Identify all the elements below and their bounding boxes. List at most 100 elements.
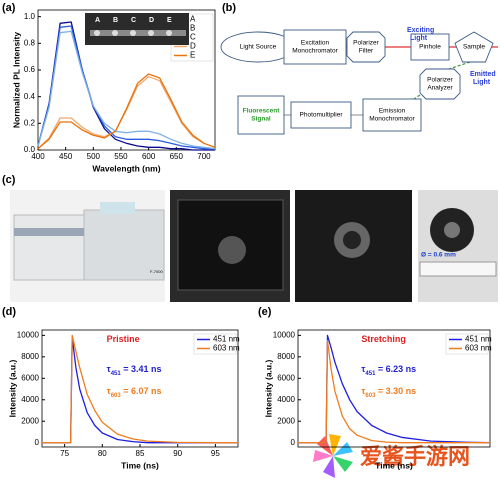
legend-label: C	[190, 33, 196, 42]
y-axis-title: Intensity (a.u.)	[263, 360, 273, 418]
node-label: Filter	[359, 48, 374, 55]
x-tick-label: 90	[173, 449, 182, 458]
annotation: τ603 = 6.07 ns	[107, 386, 162, 398]
x-tick-label: 650	[170, 152, 184, 161]
inset-spot	[166, 30, 172, 36]
x-tick-label: 500	[87, 152, 101, 161]
series-line	[37, 76, 216, 150]
x-tick-label: 600	[142, 152, 156, 161]
legend-label: 603 nm	[213, 344, 240, 353]
y-tick-label: 4000	[21, 395, 39, 404]
node-label: Signal	[251, 116, 271, 123]
node-label: Analyzer	[427, 85, 453, 92]
series-line	[42, 334, 238, 444]
node-label: Polarizer	[427, 77, 453, 84]
y-tick-label: 0.2	[24, 118, 36, 127]
annotation: τ451 = 6.23 ns	[361, 364, 416, 376]
annotation-part: 603	[111, 393, 122, 399]
plot-frame	[297, 329, 491, 448]
diagram-node	[419, 68, 461, 100]
y-tick-label: 0.0	[24, 145, 36, 154]
y-tick-label: 0	[35, 438, 40, 447]
series-line	[298, 340, 490, 444]
annotation: τ603 = 3.30 ns	[361, 386, 416, 398]
legend-label: A	[190, 15, 196, 24]
y-tick-label: 10000	[273, 330, 296, 339]
legend-label: D	[190, 42, 196, 51]
x-tick-label: 80	[98, 449, 107, 458]
diagram-node	[410, 33, 450, 61]
annotation-part: 603	[365, 393, 376, 399]
panel-label: (b)	[222, 2, 236, 14]
inset-spot	[130, 30, 136, 36]
diagram-node	[454, 31, 494, 63]
legend-label: 451 nm	[465, 335, 492, 344]
annotation-part: = 3.30 ns	[375, 386, 416, 396]
plot-frame	[37, 9, 216, 151]
annotation-part: Pristine	[107, 334, 140, 344]
y-tick-label: 4000	[277, 395, 295, 404]
beam-label: Emitted	[470, 71, 496, 78]
legend-label: 603 nm	[465, 344, 492, 353]
inset-spot	[94, 30, 100, 36]
panel-label: (c)	[2, 174, 16, 186]
x-tick-label: 95	[211, 449, 220, 458]
annotation: τ451 = 3.41 ns	[107, 364, 162, 376]
inset-spot	[112, 30, 118, 36]
photos: F-7000 Ø = 0.6 mm	[10, 190, 498, 302]
inset-label: D	[149, 17, 154, 24]
node-label: Fluorescent	[243, 108, 281, 115]
series-line	[37, 21, 215, 151]
node-label: Excitation	[301, 40, 330, 47]
annotation-part: τ	[107, 386, 111, 396]
y-tick-label: 6000	[277, 373, 295, 382]
annotation-part: τ	[107, 364, 111, 374]
inset-label: A	[95, 17, 100, 24]
legend-label: B	[190, 24, 195, 33]
y-tick-label: 1.0	[24, 12, 36, 21]
diagram-node	[237, 95, 285, 135]
node-label: Polarizer	[353, 40, 379, 47]
series-line	[37, 25, 215, 150]
watermark-text: 爱酱手游网	[360, 444, 470, 469]
instrument-label: F-7000	[150, 269, 163, 274]
x-tick-label: 450	[59, 152, 73, 161]
y-tick-label: 0.6	[24, 65, 36, 74]
x-tick-label: 700	[197, 152, 211, 161]
beam-label: Light	[410, 35, 428, 42]
node-label: Sample	[463, 44, 485, 51]
x-axis-title: Time (ns)	[121, 460, 159, 470]
panel-label: (a)	[2, 2, 16, 14]
inset-spot	[148, 30, 154, 36]
node-label: Monochromator	[292, 48, 338, 55]
annotation: Pristine	[107, 334, 140, 344]
annotation-part: Stretching	[361, 334, 406, 344]
node-label: Pinhole	[419, 44, 441, 51]
beam-label: Light	[473, 79, 491, 86]
legend-label: 451 nm	[213, 335, 240, 344]
node-label: Emission	[379, 108, 406, 115]
series-line	[298, 334, 491, 444]
series-line	[37, 73, 216, 150]
annotation-part: = 6.23 ns	[375, 364, 416, 374]
diagram-node	[362, 98, 422, 132]
panel-label: (d)	[2, 306, 16, 318]
watermark: 爱酱手游网	[305, 430, 500, 483]
inset-strip	[90, 30, 186, 36]
annotation: Stretching	[361, 334, 406, 344]
y-tick-label: 8000	[21, 352, 39, 361]
scale-label: Ø = 0.6 mm	[421, 252, 456, 259]
annotation-part: = 3.41 ns	[121, 364, 162, 374]
panel-label: (e)	[258, 306, 272, 318]
y-tick-label: 6000	[21, 373, 39, 382]
inset-label: B	[113, 17, 118, 24]
x-tick-label: 85	[136, 449, 145, 458]
y-tick-label: 10000	[17, 330, 40, 339]
diagram-node	[290, 101, 352, 129]
node-label: Photomultiplier	[300, 112, 344, 119]
diagram-node	[283, 29, 347, 65]
inset-label: E	[167, 17, 172, 24]
x-tick-label: 400	[31, 152, 45, 161]
series-line	[37, 30, 216, 150]
